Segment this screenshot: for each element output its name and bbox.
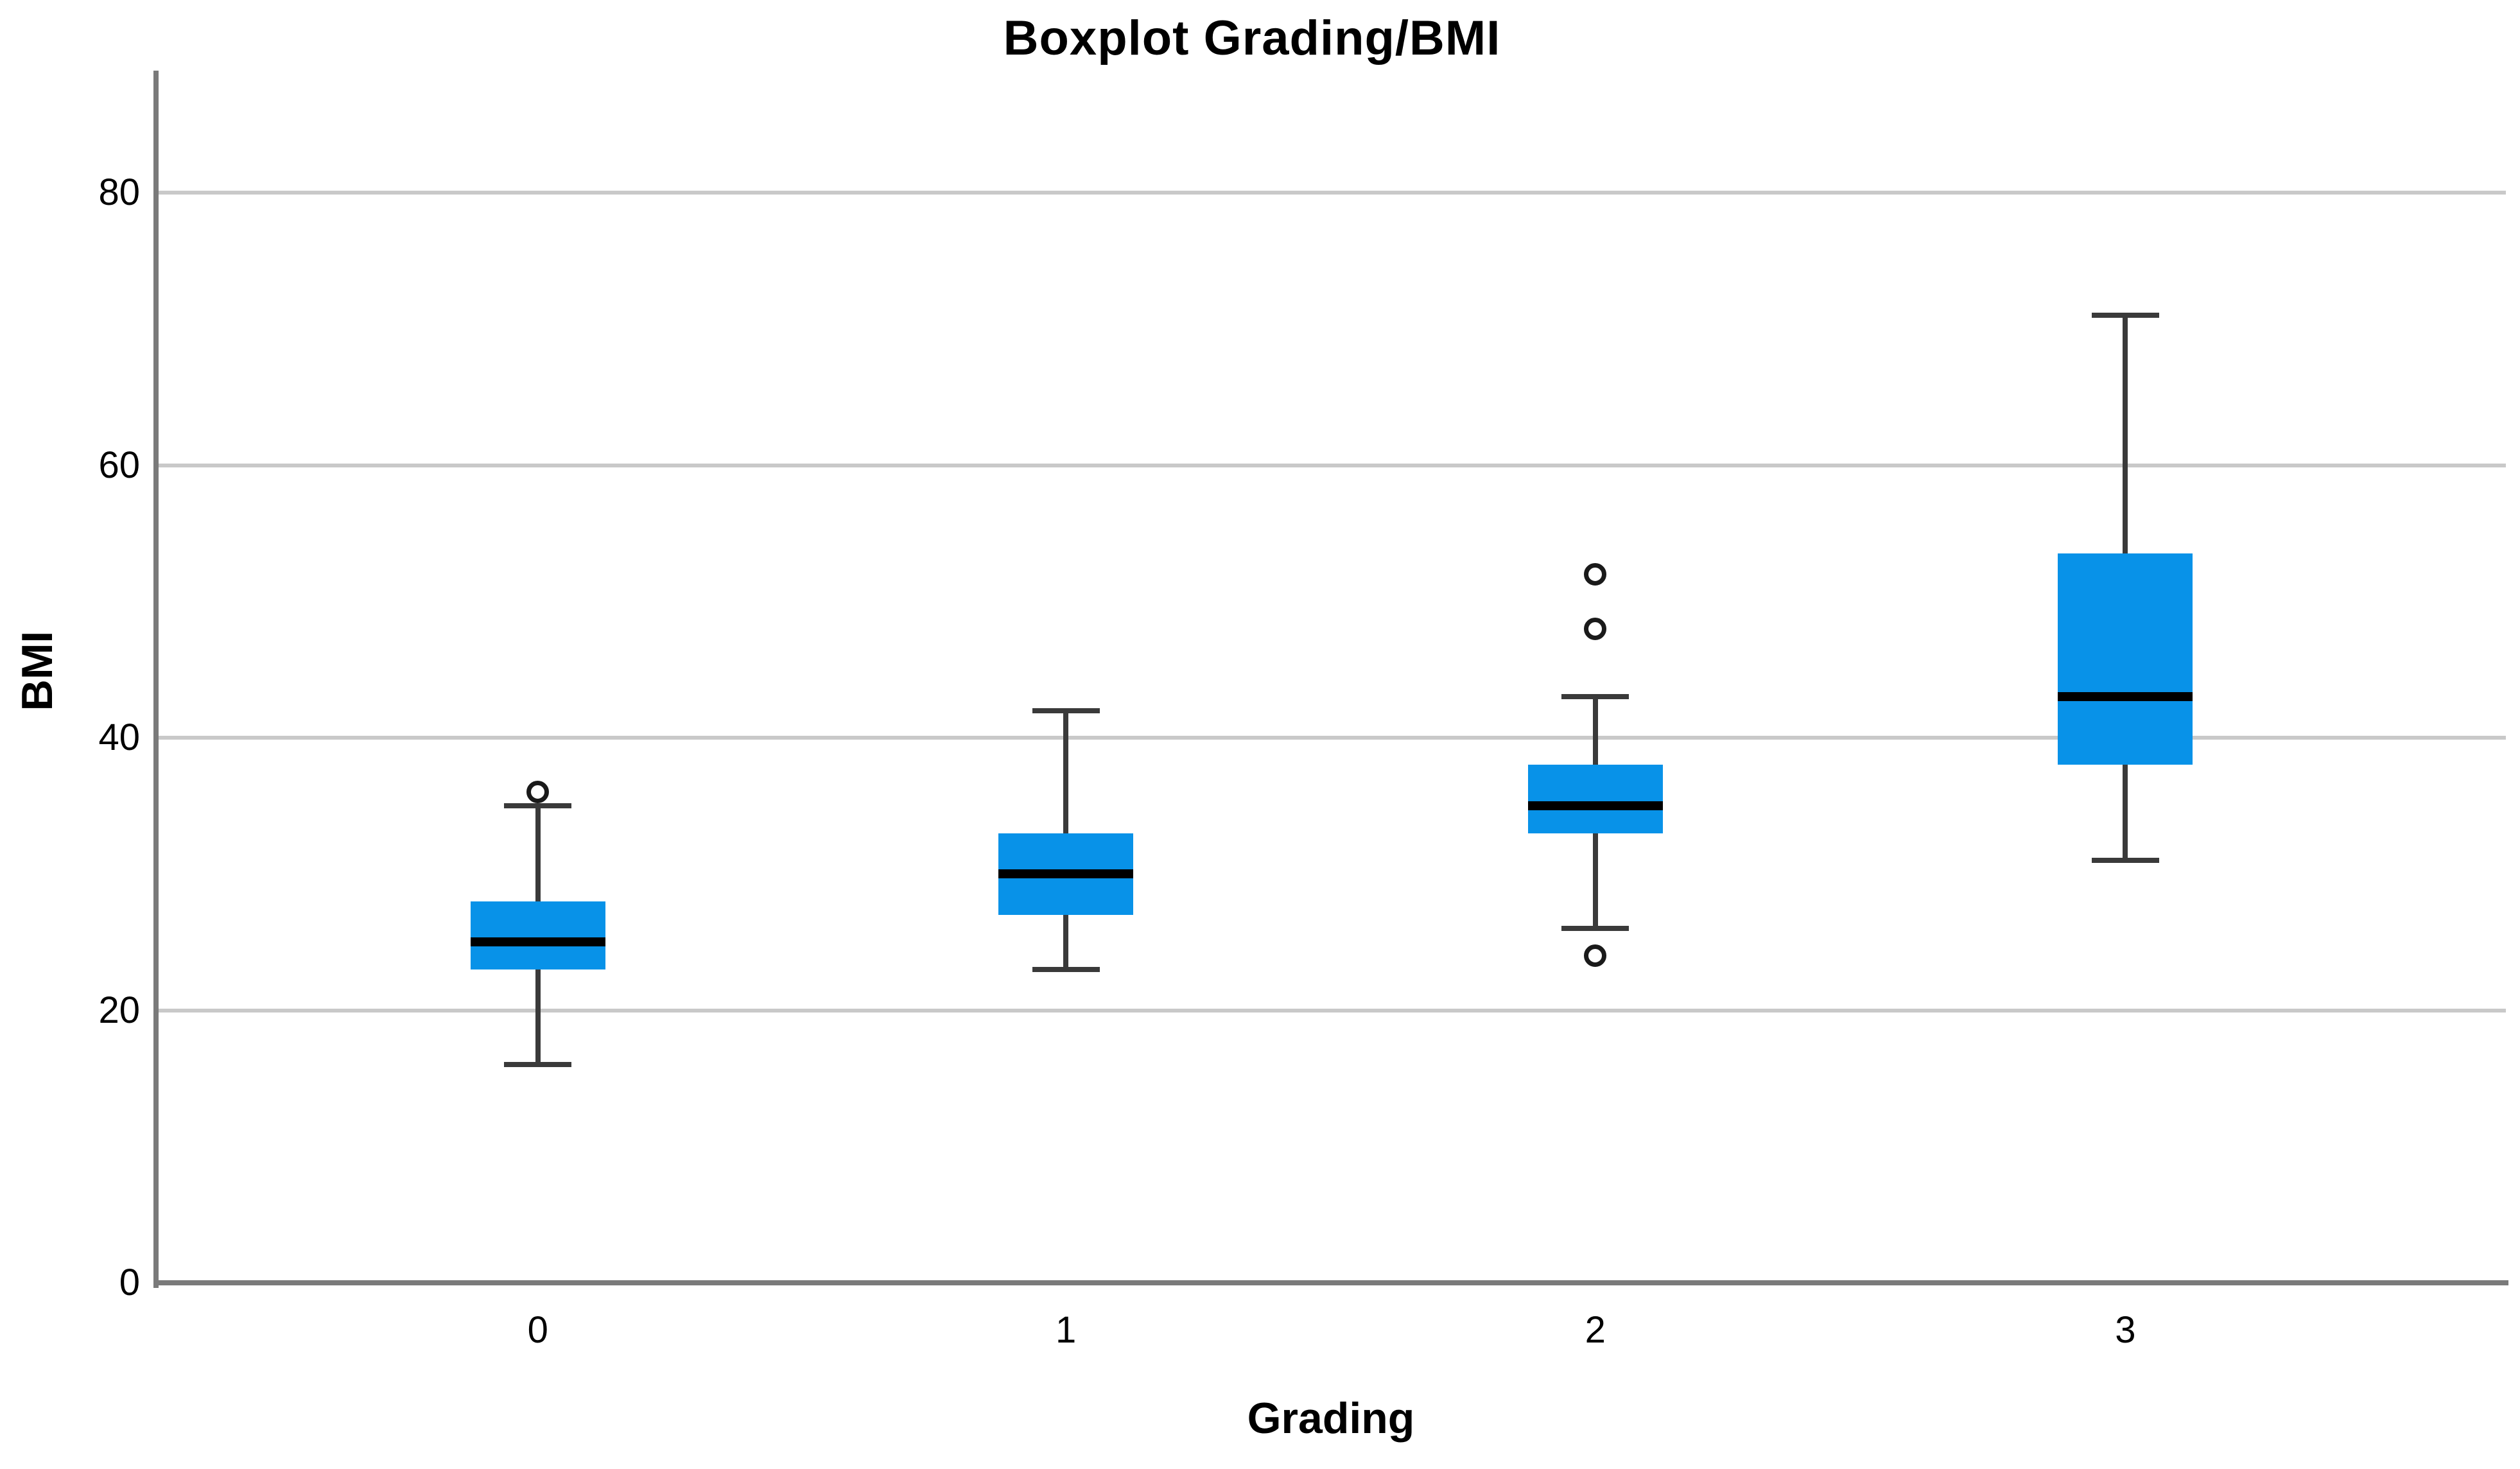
outlier-circle — [526, 781, 550, 804]
chart-title: Boxplot Grading/BMI — [1003, 11, 1501, 65]
x-tick-label: 2 — [1585, 1309, 1606, 1351]
y-gridline — [156, 191, 2506, 195]
y-gridline — [156, 463, 2506, 467]
box-rect — [1527, 765, 1663, 833]
y-tick-label: 60 — [98, 444, 140, 486]
outlier-circle — [1584, 617, 1607, 640]
outlier-circle — [1584, 562, 1607, 586]
y-gridline — [156, 736, 2506, 740]
y-tick-label: 0 — [119, 1262, 140, 1303]
box-rect — [470, 901, 605, 969]
median-line — [2058, 692, 2193, 702]
whisker-cap-bottom — [1032, 966, 1100, 972]
whisker-cap-top — [504, 803, 572, 809]
whisker-cap-top — [1032, 708, 1100, 713]
y-tick-label: 20 — [98, 989, 140, 1031]
x-axis-title: Grading — [1247, 1394, 1415, 1443]
x-tick-label: 0 — [527, 1309, 548, 1351]
whisker-cap-top — [2091, 313, 2159, 318]
outlier-circle — [1584, 944, 1607, 968]
whisker-cap-bottom — [1561, 926, 1629, 932]
y-tick-label: 80 — [98, 171, 140, 213]
whisker-cap-top — [1561, 694, 1629, 700]
median-line — [1527, 801, 1663, 811]
x-axis-line — [153, 1280, 2508, 1285]
whisker-cap-bottom — [504, 1062, 572, 1068]
median-line — [998, 869, 1134, 879]
y-gridline — [156, 1008, 2506, 1013]
median-line — [470, 937, 605, 947]
y-axis-line — [153, 71, 159, 1288]
x-tick-label: 1 — [1056, 1309, 1077, 1351]
y-tick-label: 40 — [98, 717, 140, 758]
box-rect — [2058, 553, 2193, 765]
x-tick-label: 3 — [2115, 1309, 2136, 1351]
whisker-cap-bottom — [2091, 858, 2159, 864]
